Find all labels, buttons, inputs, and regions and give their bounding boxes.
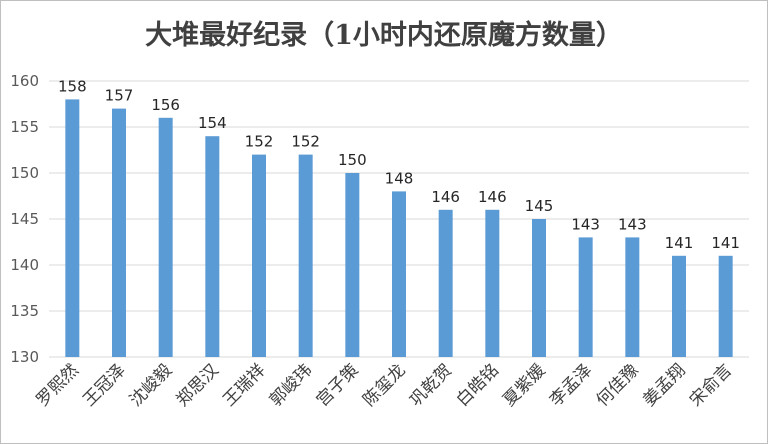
bar (298, 154, 313, 357)
x-tick-label: 白皓铭 (453, 360, 503, 410)
data-label: 158 (58, 77, 87, 95)
y-tick-label: 145 (10, 210, 39, 228)
data-label: 154 (198, 114, 227, 132)
data-label: 141 (665, 234, 694, 252)
bar (718, 255, 733, 357)
x-tick-label: 陈玺龙 (359, 360, 409, 410)
bar (345, 173, 360, 357)
data-label: 143 (571, 215, 600, 233)
y-tick-label: 135 (10, 302, 39, 320)
data-label: 148 (385, 169, 414, 187)
bar (625, 237, 640, 357)
data-label: 145 (525, 197, 554, 215)
y-tick-label: 155 (10, 118, 39, 136)
x-tick-label: 郭峻玮 (266, 360, 316, 410)
x-tick-label: 巩乾贺 (406, 360, 456, 410)
chart-title: 大堆最好纪录（1小时内还原魔方数量） (145, 20, 623, 51)
data-label: 152 (291, 133, 320, 151)
x-tick-label: 王瑞祥 (219, 360, 269, 410)
data-label: 146 (431, 188, 460, 206)
bar (578, 237, 593, 357)
bar (392, 191, 406, 357)
bar (205, 136, 220, 357)
x-tick-label: 李孟泽 (546, 360, 596, 410)
data-label: 150 (338, 151, 367, 169)
bar (158, 117, 173, 357)
bar (485, 209, 500, 357)
bar (532, 219, 546, 357)
data-label: 152 (245, 133, 274, 151)
bar (65, 99, 80, 358)
x-tick-label: 宋俞言 (686, 360, 736, 410)
bar (672, 255, 686, 357)
x-tick-label: 王冠泽 (79, 360, 129, 410)
data-label: 157 (105, 87, 134, 105)
x-tick-label: 宫子策 (313, 360, 363, 410)
y-tick-label: 130 (10, 348, 39, 366)
y-tick-label: 150 (10, 164, 39, 182)
data-label: 141 (711, 234, 740, 252)
y-tick-label: 140 (10, 256, 39, 274)
bar (252, 154, 266, 357)
x-tick-label: 沈峻毅 (126, 360, 176, 410)
x-tick-label: 郑思汉 (173, 360, 223, 410)
x-tick-label: 姜孟翔 (639, 360, 689, 410)
data-label: 156 (151, 96, 180, 114)
x-tick-label: 夏紫媛 (499, 360, 549, 410)
bar (112, 108, 126, 357)
y-tick-label: 160 (10, 72, 39, 90)
x-tick-label: 罗熙然 (33, 360, 83, 410)
data-label: 143 (618, 215, 647, 233)
x-tick-label: 何佳豫 (593, 360, 643, 410)
bar (438, 209, 453, 357)
data-label: 146 (478, 188, 507, 206)
